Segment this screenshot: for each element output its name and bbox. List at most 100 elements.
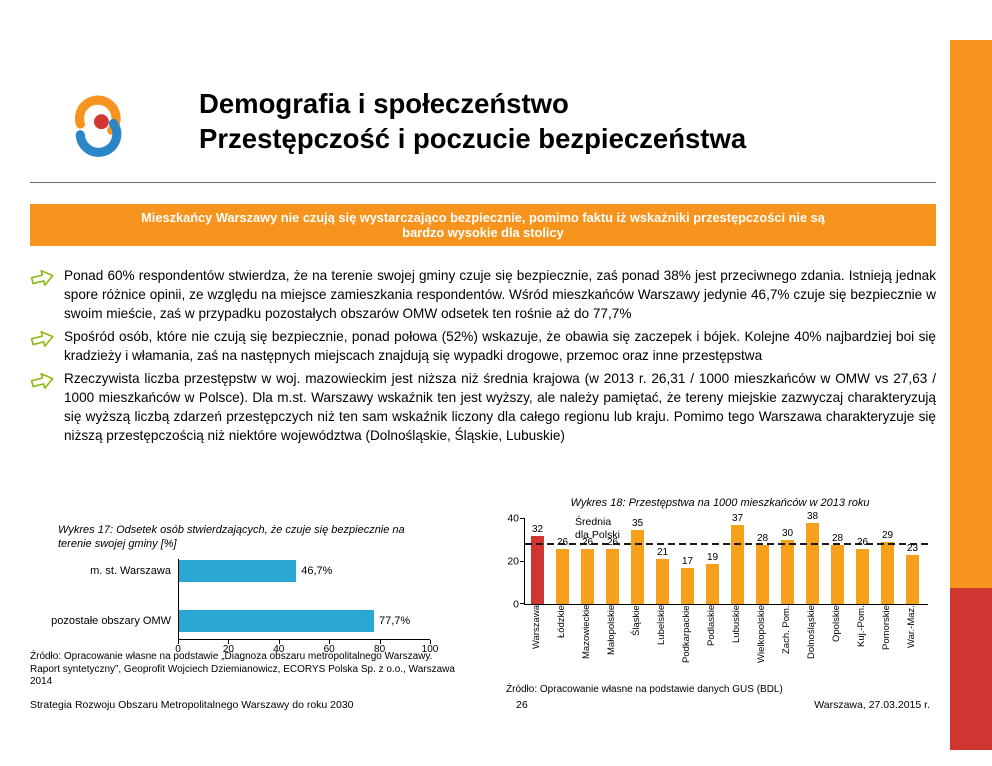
- chart-18-bar: [906, 555, 919, 604]
- chart-18-average-line: [525, 543, 930, 546]
- chart-17-bar-row: 77,7%: [179, 609, 430, 633]
- chart-18-x-label-cell: Warszawa: [524, 605, 549, 681]
- chart-18-x-label: Podkarpackie: [681, 605, 692, 663]
- chart-17-tick-mark: [228, 640, 230, 644]
- chart-18-x-label: Lubelskie: [656, 605, 667, 646]
- chart-18-y-tick-label: 0: [513, 598, 519, 611]
- chart-18-value-label: 26: [556, 536, 569, 548]
- chart-18-x-label-cell: Zach. Pom.: [774, 605, 799, 681]
- chart-18-x-labels: Warszawa Łódzkie Mazowieckie Małopolskie Ślą…: [524, 605, 928, 681]
- chart-18-x-label: Lubuskie: [731, 605, 742, 644]
- chart-18-value-label: 37: [731, 513, 744, 525]
- chart-17-tick-mark: [430, 640, 431, 644]
- chart-18-bar: [731, 525, 744, 604]
- chart-17-tick-label: 0: [175, 644, 181, 655]
- chart-18-x-label-cell: Podkarpackie: [674, 605, 699, 681]
- arrow-bullet-icon: [30, 370, 56, 392]
- chart-18-x-label: Łódzkie: [556, 605, 567, 638]
- chart-18-bar: [781, 540, 794, 604]
- chart-18-bar: [606, 548, 619, 604]
- chart-18-bar: [706, 563, 719, 604]
- chart-17-category-labels: m. st. Warszawa pozostałe obszary OMW: [51, 559, 178, 639]
- chart-18-y-tick-mark: [520, 603, 525, 604]
- page-title: Demografia i społeczeństwo Przestępczość…: [199, 86, 746, 156]
- chart-18-value-label: 29: [881, 530, 894, 542]
- chart-18-x-label-cell: Kuj.-Pom.: [849, 605, 874, 681]
- chart-18-bar: [681, 567, 694, 604]
- chart-18-source: Źródło: Opracowanie własne na podstawie …: [506, 684, 783, 695]
- chart-18-x-label-cell: Lubelskie: [649, 605, 674, 681]
- chart-18-bar-group: 19: [700, 519, 725, 604]
- chart-18-bar-group: 28: [825, 519, 850, 604]
- chart-18-value-label: 26: [581, 536, 594, 548]
- chart-18-x-label: Zach. Pom.: [781, 605, 792, 654]
- chart-18-x-label: Śląskie: [631, 605, 642, 636]
- bullet-text: Spośród osób, które nie czują się bezpie…: [64, 329, 936, 363]
- chart-17-title: Wykres 17: Odsetek osób stwierdzających,…: [58, 524, 405, 550]
- chart-18-y-tick-label: 40: [507, 512, 519, 525]
- chart-18-x-label-cell: Mazowieckie: [574, 605, 599, 681]
- page-title-line2: Przestępczość i poczucie bezpieczeństwa: [199, 123, 747, 154]
- chart-17-category-label: m. st. Warszawa: [90, 565, 171, 577]
- chart-18-value-label: 26: [856, 536, 869, 548]
- chart-18-y-axis: 0 20 40: [498, 513, 524, 610]
- chart-18-bar: [556, 548, 569, 604]
- chart-18-bar-group: 35: [625, 517, 650, 604]
- chart-18-title: Wykres 18: Przestępstwa na 1000 mieszkań…: [570, 497, 870, 509]
- chart-18-bar-group: 26: [600, 519, 625, 604]
- chart-18-bar-group: 32: [525, 519, 550, 604]
- chart-18-value-label: 19: [706, 551, 719, 563]
- bullet-item: Spośród osób, które nie czują się bezpie…: [30, 327, 936, 365]
- footer-strategy-text: Strategia Rozwoju Obszaru Metropolitalne…: [30, 699, 354, 711]
- chart-17-tick-mark: [178, 640, 179, 644]
- chart-18-crime-bar-chart: Wykres 18: Przestępstwa na 1000 mieszkań…: [498, 497, 942, 695]
- chart-18-value-label: 35: [631, 517, 644, 529]
- bullet-list: Ponad 60% respondentów stwierdza, że na …: [30, 266, 936, 449]
- header-divider: [30, 182, 936, 183]
- chart-17-tick-label: 60: [323, 644, 335, 655]
- arrow-bullet-icon: [30, 267, 56, 289]
- chart-18-plot-wrap: 0 20 40 32 26 26 26 35 21 17 19 37 28 30 38 28 26 29 23 Śr…: [498, 511, 942, 610]
- chart-18-bar-group: 38: [800, 511, 825, 604]
- chart-17-bar: [179, 610, 375, 632]
- chart-18-value-label: 28: [756, 532, 769, 544]
- chart-18-x-label-cell: Podlaskie: [699, 605, 724, 681]
- chart-18-x-label-cell: Lubuskie: [724, 605, 749, 681]
- chart-18-bar: [881, 542, 894, 604]
- chart-17-bars: 46,7% 77,7%: [178, 559, 430, 639]
- chart-18-bar: [631, 529, 644, 604]
- bullet-text: Ponad 60% respondentów stwierdza, że na …: [64, 268, 936, 321]
- footer-date: Warszawa, 27.03.2015 r.: [814, 699, 930, 711]
- chart-18-x-label: Opolskie: [831, 605, 842, 642]
- chart-18-bar: [831, 544, 844, 604]
- chart-18-x-label: War.-Maz.: [906, 605, 917, 648]
- chart-18-x-label: Kuj.-Pom.: [856, 605, 867, 647]
- chart-18-bar-group: 28: [750, 519, 775, 604]
- key-message-banner: Mieszkańcy Warszawy nie czują się wystar…: [30, 204, 936, 246]
- chart-18-x-label-cell: Pomorskie: [874, 605, 899, 681]
- chart-18-value-label: 23: [906, 543, 919, 555]
- chart-17-value-label: 46,7%: [301, 565, 333, 577]
- chart-18-value-label: 30: [781, 528, 794, 540]
- chart-18-value-label: 17: [681, 555, 694, 567]
- chart-18-bar: [806, 523, 819, 604]
- chart-18-value-label: 21: [656, 547, 669, 559]
- chart-18-x-label: Warszawa: [531, 605, 542, 649]
- chart-17-tick-mark: [329, 640, 331, 644]
- arrow-bullet-icon: [30, 328, 56, 350]
- right-stripe-orange: [950, 40, 992, 588]
- bullet-item: Rzeczywista liczba przestępstw w woj. ma…: [30, 369, 936, 445]
- page-title-line1: Demografia i społeczeństwo: [199, 88, 569, 119]
- page-number: 26: [516, 699, 528, 711]
- chart-18-x-label-cell: Śląskie: [624, 605, 649, 681]
- chart-18-average-label: Średnia dla Polski: [575, 516, 620, 541]
- chart-18-bar-group: 21: [650, 519, 675, 604]
- chart-17-plot: m. st. Warszawa pozostałe obszary OMW 46,…: [51, 559, 453, 639]
- chart-18-bar-group: 29: [875, 519, 900, 604]
- chart-17-tick-label: 80: [374, 644, 386, 655]
- chart-18-y-tick-mark: [520, 518, 525, 519]
- chart-18-bar: [581, 548, 594, 604]
- chart-18-bar-group: 26: [850, 519, 875, 604]
- chart-18-x-label-cell: Łódzkie: [549, 605, 574, 681]
